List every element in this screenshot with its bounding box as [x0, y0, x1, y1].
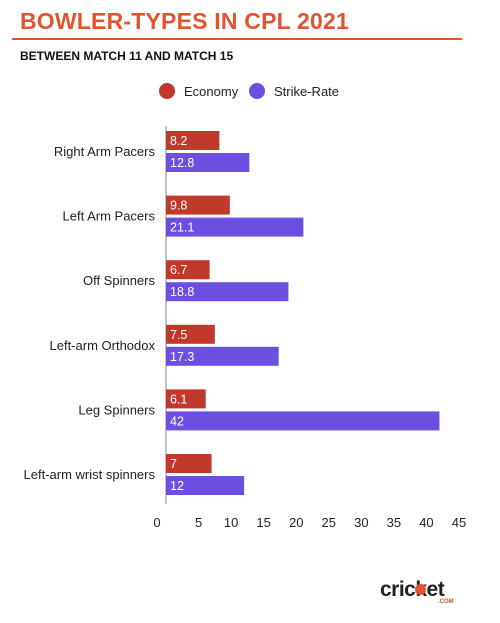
data-label: 17.3	[170, 350, 194, 364]
bar	[166, 282, 289, 302]
category-label: Left Arm Pacers	[63, 209, 156, 224]
x-tick-label: 5	[195, 515, 202, 530]
category-label: Leg Spinners	[78, 402, 155, 417]
title-underline	[12, 38, 462, 40]
data-label: 12	[170, 479, 184, 493]
category-label: Off Spinners	[83, 273, 156, 288]
data-label: 42	[170, 414, 184, 428]
bar	[166, 217, 304, 237]
bar	[166, 131, 220, 150]
category-label: Right Arm Pacers	[54, 144, 156, 159]
bar	[166, 153, 250, 172]
x-tick-label: 45	[452, 515, 466, 530]
bar	[166, 454, 212, 473]
data-label: 7.5	[170, 328, 187, 342]
x-tick-label: 0	[153, 515, 160, 530]
legend-label: Strike-Rate	[274, 84, 339, 99]
data-label: 9.8	[170, 199, 187, 213]
x-tick-label: 20	[289, 515, 303, 530]
x-tick-label: 10	[224, 515, 238, 530]
data-label: 8.2	[170, 134, 187, 148]
legend-swatch	[159, 83, 175, 99]
bar	[166, 476, 245, 495]
brand-logo: cricket .COM	[380, 578, 472, 608]
bar	[166, 324, 215, 344]
legend-swatch	[249, 83, 265, 99]
bar	[166, 389, 206, 409]
bar	[166, 346, 279, 366]
bar	[166, 195, 230, 215]
data-label: 18.8	[170, 285, 194, 299]
x-tick-label: 40	[419, 515, 433, 530]
logo-ball-icon	[415, 584, 426, 595]
data-label: 6.7	[170, 263, 187, 277]
x-tick-label: 35	[387, 515, 401, 530]
bar	[166, 411, 440, 431]
x-tick-label: 15	[256, 515, 270, 530]
chart-subtitle: BETWEEN MATCH 11 AND MATCH 15	[20, 49, 234, 63]
logo-wordmark: cricket	[380, 578, 445, 601]
chart-title: BOWLER-TYPES IN CPL 2021	[20, 8, 350, 34]
legend-label: Economy	[184, 84, 239, 99]
bar	[166, 260, 210, 280]
data-label: 7	[170, 457, 177, 471]
data-label: 12.8	[170, 156, 194, 170]
data-label: 6.1	[170, 392, 187, 406]
data-label: 21.1	[170, 221, 194, 235]
logo-domain: .COM	[438, 599, 454, 605]
x-tick-label: 25	[322, 515, 336, 530]
x-tick-label: 30	[354, 515, 368, 530]
category-label: Left-arm wrist spinners	[24, 467, 156, 482]
category-label: Left-arm Orthodox	[50, 338, 156, 353]
